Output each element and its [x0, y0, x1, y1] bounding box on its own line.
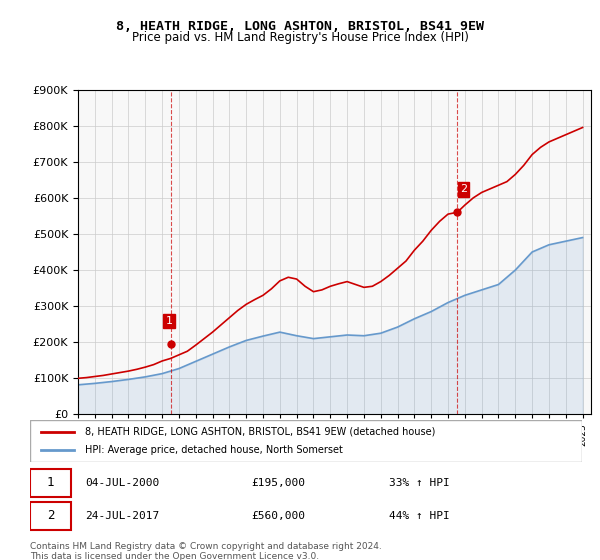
Text: Price paid vs. HM Land Registry's House Price Index (HPI): Price paid vs. HM Land Registry's House … — [131, 31, 469, 44]
Text: Contains HM Land Registry data © Crown copyright and database right 2024.
This d: Contains HM Land Registry data © Crown c… — [30, 542, 382, 560]
Text: 24-JUL-2017: 24-JUL-2017 — [85, 511, 160, 521]
Text: 8, HEATH RIDGE, LONG ASHTON, BRISTOL, BS41 9EW: 8, HEATH RIDGE, LONG ASHTON, BRISTOL, BS… — [116, 20, 484, 32]
Text: 04-JUL-2000: 04-JUL-2000 — [85, 478, 160, 488]
FancyBboxPatch shape — [30, 469, 71, 497]
Text: £195,000: £195,000 — [251, 478, 305, 488]
Text: 2: 2 — [460, 184, 467, 194]
Text: £560,000: £560,000 — [251, 511, 305, 521]
Text: 1: 1 — [47, 477, 54, 489]
Text: 33% ↑ HPI: 33% ↑ HPI — [389, 478, 449, 488]
Text: 2: 2 — [47, 510, 54, 522]
Text: HPI: Average price, detached house, North Somerset: HPI: Average price, detached house, Nort… — [85, 445, 343, 455]
Text: 1: 1 — [166, 316, 172, 326]
FancyBboxPatch shape — [30, 502, 71, 530]
Text: 8, HEATH RIDGE, LONG ASHTON, BRISTOL, BS41 9EW (detached house): 8, HEATH RIDGE, LONG ASHTON, BRISTOL, BS… — [85, 427, 436, 437]
Text: 44% ↑ HPI: 44% ↑ HPI — [389, 511, 449, 521]
FancyBboxPatch shape — [30, 420, 582, 462]
